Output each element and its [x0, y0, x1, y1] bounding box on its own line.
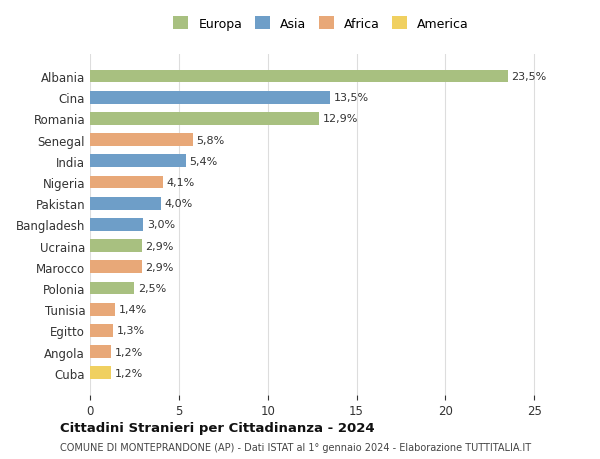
Bar — [90, 176, 163, 189]
Bar — [90, 282, 134, 295]
Bar — [90, 261, 142, 274]
Text: 5,4%: 5,4% — [190, 157, 218, 167]
Text: 4,1%: 4,1% — [166, 178, 194, 188]
Bar — [90, 346, 112, 358]
Text: 4,0%: 4,0% — [164, 199, 193, 209]
Text: 1,4%: 1,4% — [118, 304, 146, 314]
Bar — [90, 197, 161, 210]
Text: 2,9%: 2,9% — [145, 262, 173, 272]
Text: 1,3%: 1,3% — [116, 326, 145, 336]
Bar — [90, 71, 508, 83]
Text: 5,8%: 5,8% — [197, 135, 225, 146]
Bar — [90, 92, 330, 104]
Bar — [90, 367, 112, 379]
Bar — [90, 155, 186, 168]
Text: 1,2%: 1,2% — [115, 368, 143, 378]
Bar — [90, 218, 143, 231]
Text: 12,9%: 12,9% — [323, 114, 358, 124]
Legend: Europa, Asia, Africa, America: Europa, Asia, Africa, America — [173, 17, 469, 31]
Text: 2,5%: 2,5% — [138, 283, 166, 293]
Bar — [90, 134, 193, 147]
Bar — [90, 113, 319, 125]
Bar — [90, 240, 142, 252]
Text: 23,5%: 23,5% — [511, 72, 547, 82]
Text: 1,2%: 1,2% — [115, 347, 143, 357]
Text: COMUNE DI MONTEPRANDONE (AP) - Dati ISTAT al 1° gennaio 2024 - Elaborazione TUTT: COMUNE DI MONTEPRANDONE (AP) - Dati ISTA… — [60, 442, 531, 452]
Text: 2,9%: 2,9% — [145, 241, 173, 251]
Text: Cittadini Stranieri per Cittadinanza - 2024: Cittadini Stranieri per Cittadinanza - 2… — [60, 421, 374, 435]
Bar — [90, 325, 113, 337]
Bar — [90, 303, 115, 316]
Text: 13,5%: 13,5% — [334, 93, 368, 103]
Text: 3,0%: 3,0% — [147, 220, 175, 230]
